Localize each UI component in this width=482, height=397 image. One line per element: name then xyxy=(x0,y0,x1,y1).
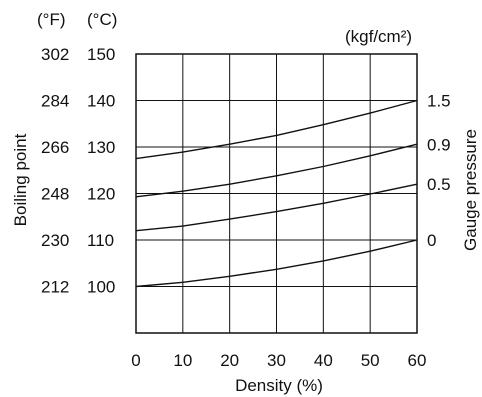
y-tick-label-fahrenheit: 248 xyxy=(41,185,69,204)
right-tick-label: 0.5 xyxy=(427,175,451,194)
x-tick-label: 10 xyxy=(173,351,192,370)
x-tick-label: 40 xyxy=(314,351,333,370)
y-tick-label-fahrenheit: 302 xyxy=(41,45,69,64)
y-axis-label-right: Gauge pressure xyxy=(461,129,480,251)
series-line xyxy=(135,183,418,232)
right-tick-label: 1.5 xyxy=(427,92,451,111)
series-line xyxy=(135,143,418,198)
series-lines xyxy=(135,99,418,288)
x-axis-label: Density (%) xyxy=(235,376,323,395)
unit-celsius: (°C) xyxy=(87,10,117,29)
y-tick-label-celsius: 150 xyxy=(87,45,115,64)
y-tick-label-fahrenheit: 284 xyxy=(41,92,69,111)
series-line xyxy=(135,239,418,288)
right-tick-label: 0 xyxy=(427,231,436,250)
y-tick-label-celsius: 120 xyxy=(87,185,115,204)
y-tick-label-celsius: 130 xyxy=(87,138,115,157)
unit-right-axis: (kgf/cm²) xyxy=(345,27,412,46)
x-tick-label: 20 xyxy=(220,351,239,370)
unit-fahrenheit: (°F) xyxy=(37,10,66,29)
right-tick-label: 0.9 xyxy=(427,136,451,155)
y-tick-label-fahrenheit: 266 xyxy=(41,138,69,157)
x-tick-label: 60 xyxy=(408,351,427,370)
y-tick-label-celsius: 140 xyxy=(87,92,115,111)
y-axis-label-left: Boiling point xyxy=(11,133,30,226)
x-tick-label: 50 xyxy=(361,351,380,370)
plot-frame xyxy=(135,53,418,334)
x-tick-label: 30 xyxy=(267,351,286,370)
y-tick-label-fahrenheit: 212 xyxy=(41,278,69,297)
x-tick-label: 0 xyxy=(131,351,140,370)
y-tick-label-celsius: 110 xyxy=(87,231,114,250)
y-tick-label-celsius: 100 xyxy=(87,278,115,297)
series-line xyxy=(135,99,418,160)
tick-labels: 0 10 20 30 40 50 60 150 302 140 284 130 266 120 248 110… xyxy=(41,45,451,370)
y-tick-label-fahrenheit: 230 xyxy=(41,231,69,250)
